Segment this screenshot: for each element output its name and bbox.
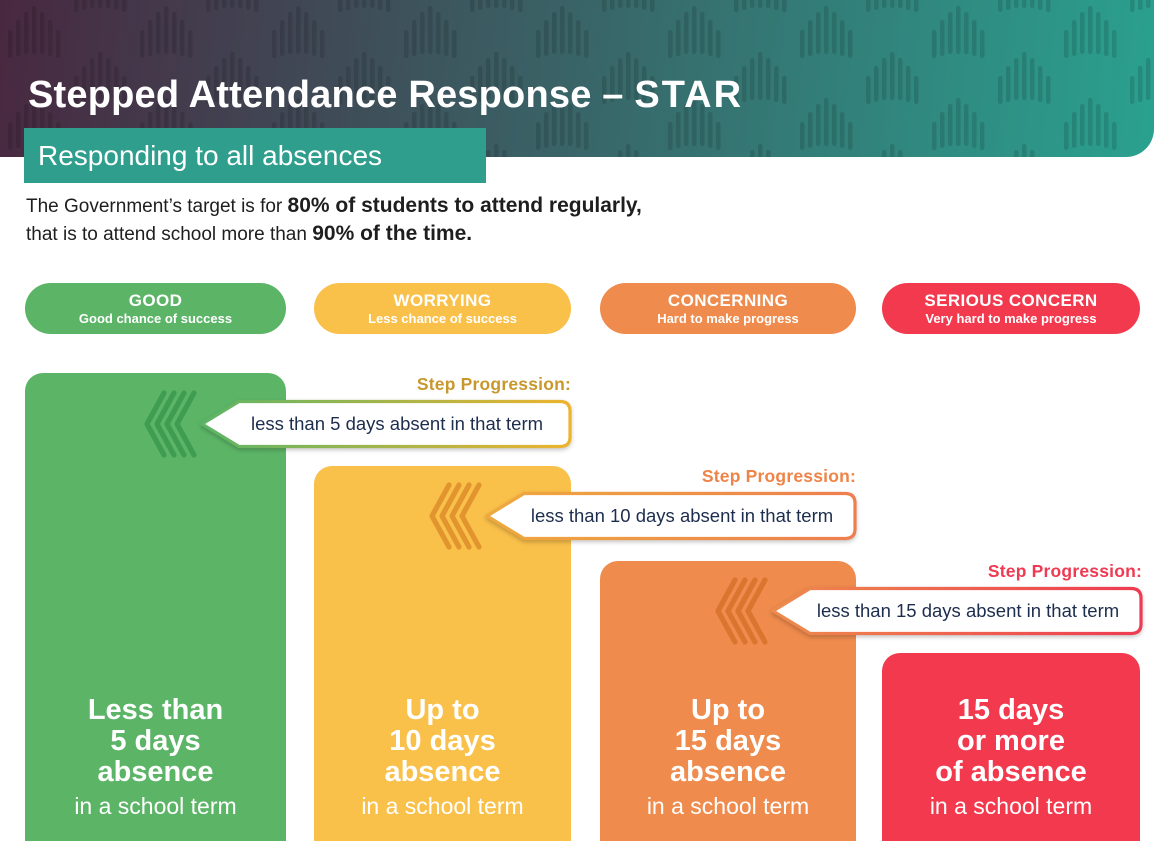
step-callout-arrow-icon: [715, 577, 1143, 645]
page-title: Stepped Attendance Response – STAR: [28, 74, 743, 117]
column-text: Up to 15 days absence in a school term: [646, 694, 810, 820]
page-title-acronym: STAR: [634, 74, 744, 116]
category-title: GOOD: [128, 291, 183, 310]
column-good: Less than 5 days absence in a school ter…: [25, 373, 286, 841]
step-chevrons-icon: [429, 482, 482, 550]
step-progression-text: less than 15 days absent in that term: [816, 600, 1120, 621]
category-subtitle: Very hard to make progress: [925, 311, 1097, 326]
intro-line-2: that is to attend school more than 90% o…: [26, 222, 473, 245]
step-progression-1: Step Progression: less than 5 days absen…: [144, 368, 573, 460]
callout-box: [771, 586, 1143, 636]
category-title: SERIOUS CONCERN: [924, 291, 1098, 310]
subtitle-banner: Responding to all absences: [24, 128, 486, 183]
step-callout-arrow-icon: [429, 482, 857, 550]
category-subtitle: Less chance of success: [368, 311, 517, 326]
column-text: 15 days or more of absence in a school t…: [929, 694, 1093, 820]
step-progression-text: less than 10 days absent in that term: [530, 505, 834, 526]
category-title: WORRYING: [393, 291, 492, 310]
column-text: Less than 5 days absence in a school ter…: [74, 694, 237, 820]
column-serious-concern: 15 days or more of absence in a school t…: [882, 653, 1140, 841]
callout-box: [200, 399, 572, 449]
step-progression-3: Step Progression: less than 15 days abse…: [715, 555, 1144, 647]
category-pill-worrying: WORRYING Less chance of success: [314, 283, 571, 334]
category-pill-concerning: CONCERNING Hard to make progress: [600, 283, 856, 334]
step-progression-label: Step Progression:: [416, 374, 571, 394]
callout-box: [485, 491, 857, 541]
step-callout-arrow-icon: [144, 390, 572, 458]
intro-line-1: The Government’s target is for 80% of st…: [26, 194, 642, 217]
step-progression-2: Step Progression: less than 10 days abse…: [429, 460, 858, 552]
step-progression-label: Step Progression:: [987, 561, 1142, 581]
category-title: CONCERNING: [667, 291, 789, 310]
step-chevrons-icon: [715, 577, 768, 645]
step-progression-text: less than 5 days absent in that term: [250, 413, 544, 434]
step-chevrons-icon: [144, 390, 197, 458]
category-pill-serious-concern: SERIOUS CONCERN Very hard to make progre…: [882, 283, 1140, 334]
column-text: Up to 10 days absence in a school term: [361, 694, 524, 820]
page-title-main: Stepped Attendance Response –: [28, 74, 624, 116]
step-progression-label: Step Progression:: [701, 466, 856, 486]
category-subtitle: Hard to make progress: [657, 311, 799, 326]
category-pill-good: GOOD Good chance of success: [25, 283, 286, 334]
header-banner: Stepped Attendance Response – STAR: [0, 0, 1154, 157]
intro-paragraph: The Government’s target is for 80% of st…: [26, 192, 642, 248]
category-subtitle: Good chance of success: [78, 311, 233, 326]
